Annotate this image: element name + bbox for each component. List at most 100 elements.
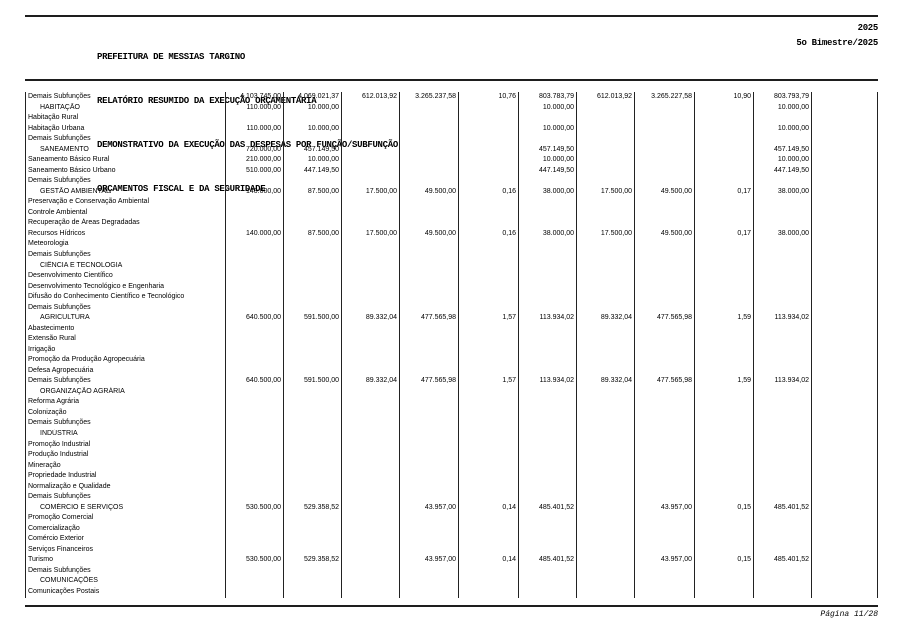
row-value — [576, 344, 634, 356]
row-value — [283, 365, 341, 377]
row-value — [634, 239, 694, 250]
row-value: 89.332,04 — [576, 313, 634, 324]
row-label: Demais Subfunções — [25, 134, 225, 145]
table-row: Extensão Rural — [25, 334, 878, 345]
row-value: 803.783,79 — [518, 92, 576, 103]
row-value — [458, 281, 518, 293]
row-value — [811, 565, 878, 577]
row-value — [694, 123, 753, 135]
row-value — [576, 544, 634, 556]
row-value — [576, 260, 634, 272]
row-value — [518, 544, 576, 556]
table-row: Promoção Comercial — [25, 513, 878, 524]
row-value — [811, 534, 878, 545]
row-value — [399, 355, 458, 366]
row-value — [753, 386, 811, 398]
row-value — [399, 523, 458, 535]
row-value — [225, 450, 283, 461]
row-value — [225, 565, 283, 577]
row-value — [753, 450, 811, 461]
row-value: 485.401,52 — [753, 502, 811, 514]
row-value — [399, 165, 458, 177]
row-value: 447.149,50 — [518, 165, 576, 177]
row-value — [399, 544, 458, 556]
row-value: 38.000,00 — [753, 228, 811, 240]
row-value — [341, 544, 399, 556]
row-value — [283, 513, 341, 524]
row-value — [811, 513, 878, 524]
row-value — [341, 113, 399, 124]
row-value — [753, 271, 811, 282]
row-value — [634, 207, 694, 219]
row-value — [634, 281, 694, 293]
row-value — [283, 407, 341, 419]
row-value: 529.358,52 — [283, 555, 341, 566]
footer-rule — [25, 605, 878, 607]
row-value — [283, 207, 341, 219]
row-value: 43.957,00 — [634, 555, 694, 566]
row-value — [634, 260, 694, 272]
row-value — [458, 513, 518, 524]
row-value: 612.013,92 — [341, 92, 399, 103]
row-value: 10.000,00 — [283, 155, 341, 166]
table-row: Recursos Hídricos 140.000,00 87.500,00 17.5… — [25, 228, 878, 240]
row-value — [341, 586, 399, 598]
row-value — [341, 144, 399, 156]
row-value — [694, 102, 753, 114]
row-label: Comercialização — [25, 523, 225, 535]
table-row: Saneamento Básico Urbano 510.000,00 447.14… — [25, 165, 878, 177]
row-label: Habitação Urbana — [25, 123, 225, 135]
row-value — [811, 102, 878, 114]
row-value — [283, 249, 341, 261]
row-value — [399, 134, 458, 145]
row-value — [811, 386, 878, 398]
row-value — [576, 397, 634, 408]
row-value — [811, 92, 878, 103]
row-value — [576, 450, 634, 461]
row-label: Meteorologia — [25, 239, 225, 250]
row-value — [694, 386, 753, 398]
table-row: Demais Subfunções 640.500,00 591.500,00 89.… — [25, 376, 878, 387]
report-period: 5o Bimestre/2025 — [796, 37, 878, 48]
row-value — [225, 471, 283, 482]
row-value — [576, 281, 634, 293]
row-value: 1,57 — [458, 313, 518, 324]
row-value — [694, 292, 753, 303]
row-value: 10.000,00 — [518, 155, 576, 166]
row-label: Comércio Exterior — [25, 534, 225, 545]
row-value — [458, 523, 518, 535]
row-value — [341, 334, 399, 345]
row-value — [634, 407, 694, 419]
row-value: 113.934,02 — [753, 376, 811, 387]
row-value — [694, 218, 753, 229]
row-value: 10.000,00 — [518, 123, 576, 135]
row-value — [283, 260, 341, 272]
row-value — [753, 523, 811, 535]
row-value — [458, 197, 518, 208]
row-value — [634, 113, 694, 124]
row-value — [518, 513, 576, 524]
row-value — [811, 144, 878, 156]
row-value — [811, 228, 878, 240]
row-value: 3.265.227,58 — [634, 92, 694, 103]
row-value — [694, 249, 753, 261]
row-value — [458, 460, 518, 472]
row-value — [753, 513, 811, 524]
row-value — [634, 155, 694, 166]
row-value — [576, 586, 634, 598]
row-value: 591.500,00 — [283, 376, 341, 387]
report-header: PREFEITURA DE MESSIAS TARGINO RELATÓRIO … — [97, 21, 398, 211]
row-value — [399, 565, 458, 577]
row-value — [283, 239, 341, 250]
row-value — [225, 481, 283, 493]
row-value — [225, 523, 283, 535]
row-value — [283, 292, 341, 303]
row-value — [576, 334, 634, 345]
row-value — [811, 471, 878, 482]
table-row: Habitação Urbana 110.000,00 10.000,00 10.00… — [25, 123, 878, 135]
row-value — [399, 586, 458, 598]
row-value — [341, 565, 399, 577]
top-rule — [25, 15, 878, 17]
row-label: Controle Ambiental — [25, 207, 225, 219]
row-value: 457.149,50 — [283, 144, 341, 156]
